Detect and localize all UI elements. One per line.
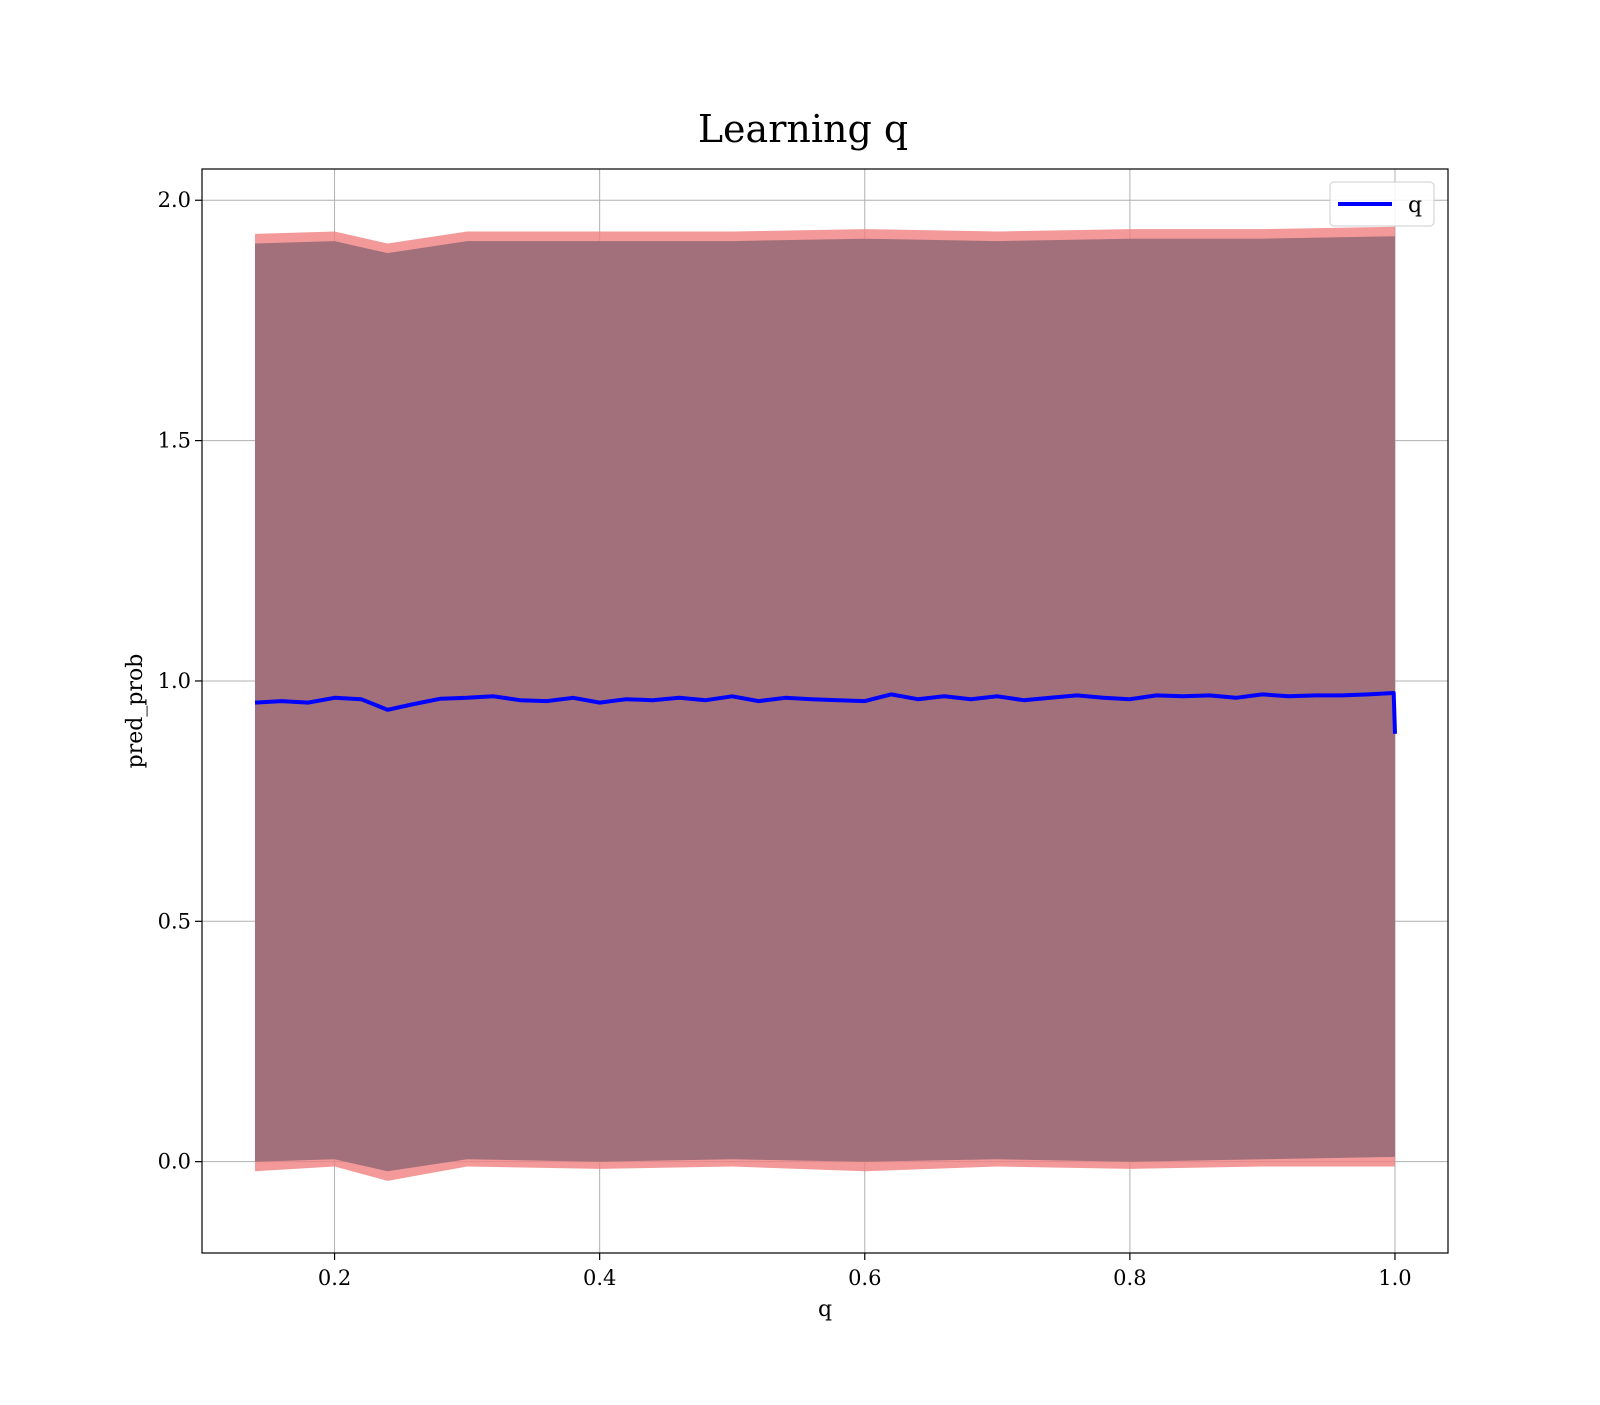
plot-area: 0.2 0.4 0.6 0.8 1.0 0.0 0.5 1.0 1.5 2.0 q: [158, 168, 1449, 1290]
confidence-band: [255, 236, 1395, 1172]
y-tick-label: 1.0: [158, 669, 191, 693]
x-tick-label: 0.8: [1113, 1266, 1146, 1290]
legend-label: q: [1408, 193, 1422, 218]
x-tick-label: 0.2: [318, 1266, 351, 1290]
x-tick-label: 0.4: [583, 1266, 616, 1290]
y-tick-label: 0.5: [158, 909, 191, 933]
x-axis-label: q: [818, 1297, 832, 1322]
y-axis-label: pred_prob: [123, 654, 148, 769]
x-tick-label: 1.0: [1378, 1266, 1411, 1290]
y-tick-label: 0.0: [158, 1150, 191, 1174]
y-tick-label: 1.5: [158, 429, 191, 453]
chart-title: Learning q: [698, 107, 908, 151]
x-tick-label: 0.6: [848, 1266, 881, 1290]
plot-frame: [201, 168, 1449, 1254]
series-line-q: [254, 691, 1397, 734]
y-tick-label: 2.0: [158, 188, 191, 212]
